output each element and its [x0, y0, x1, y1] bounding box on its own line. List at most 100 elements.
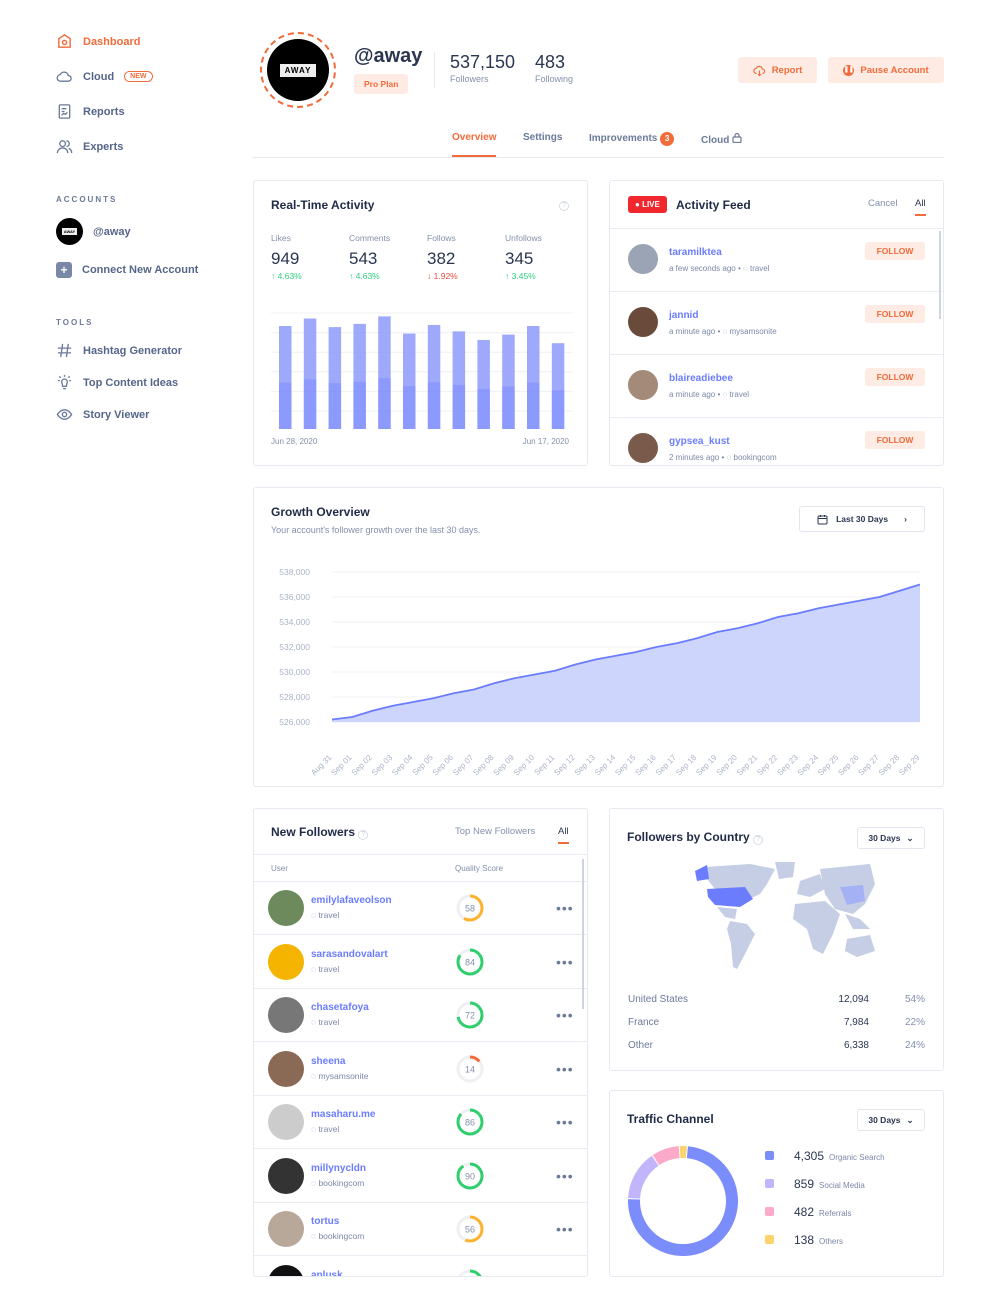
country-percent: 54%	[904, 994, 925, 1005]
svg-text:58: 58	[465, 904, 475, 914]
avatar[interactable]	[268, 1050, 304, 1087]
quality-score-ring: 86	[456, 1108, 484, 1136]
new-badge: NEW	[124, 71, 153, 82]
more-options-icon[interactable]: •••	[556, 900, 574, 916]
date-range-button[interactable]: Last 30 Days ›	[799, 506, 925, 532]
legend-item: 138 Others	[765, 1233, 843, 1247]
feed-all-tab[interactable]: All	[915, 198, 926, 216]
more-options-icon[interactable]: •••	[556, 1007, 574, 1023]
eye-icon	[56, 409, 73, 420]
traffic-range-dropdown[interactable]: 30 Days ⌄	[857, 1109, 925, 1131]
donut-slice-others	[679, 1146, 687, 1159]
avatar[interactable]	[268, 943, 304, 980]
avatar[interactable]	[268, 1104, 304, 1140]
country-row: France 7,984 22%	[628, 1017, 925, 1031]
sidebar-item-cloud[interactable]: Cloud NEW	[56, 68, 153, 85]
sidebar-item-reports[interactable]: Reports	[56, 103, 125, 120]
follower-username[interactable]: sheena	[311, 1055, 346, 1067]
quality-score-ring: 58	[456, 894, 484, 922]
feed-meta: a minute ago • ◌ travel	[669, 390, 750, 399]
svg-text:90: 90	[465, 1171, 475, 1181]
tool-hashtag-generator[interactable]: Hashtag Generator	[56, 342, 182, 359]
tool-top-content-ideas[interactable]: Top Content Ideas	[56, 374, 178, 391]
follower-username[interactable]: masaharu.me	[311, 1109, 376, 1120]
tab-settings[interactable]: Settings	[523, 132, 563, 143]
follow-button[interactable]: FOLLOW	[865, 242, 925, 260]
avatar[interactable]	[628, 244, 658, 274]
more-options-icon[interactable]: •••	[556, 1275, 574, 1277]
activity-bar	[452, 331, 466, 429]
calendar-icon	[817, 514, 828, 524]
tool-story-viewer[interactable]: Story Viewer	[56, 406, 149, 423]
legend-item: 482 Referrals	[765, 1205, 851, 1219]
more-options-icon[interactable]: •••	[556, 1114, 574, 1130]
avatar[interactable]	[628, 307, 658, 337]
sidebar-item-dashboard[interactable]: Dashboard	[56, 33, 140, 50]
sidebar-item-label: Hashtag Generator	[83, 344, 183, 357]
sidebar-item-experts[interactable]: Experts	[56, 138, 123, 155]
follower-username[interactable]: emilylafaveolson	[311, 895, 392, 906]
more-options-icon[interactable]: •••	[556, 1167, 574, 1184]
country-percent: 24%	[904, 1040, 925, 1051]
follow-button[interactable]: FOLLOW	[865, 431, 925, 449]
avatar[interactable]	[268, 1211, 304, 1247]
tag-icon: ◌	[311, 910, 317, 920]
feed-cancel-tab[interactable]: Cancel	[868, 198, 898, 209]
help-icon[interactable]: ?	[559, 201, 569, 211]
feed-username[interactable]: jannid	[669, 310, 699, 321]
avatar[interactable]	[628, 370, 658, 400]
quality-score-ring: 14	[456, 1055, 484, 1082]
card-title: New Followers ?	[271, 825, 369, 840]
follower-username[interactable]: sarasandovalart	[311, 948, 388, 960]
more-options-icon[interactable]: •••	[556, 953, 574, 970]
users-icon	[56, 140, 73, 154]
x-tick-label: Sep 14	[593, 753, 618, 778]
tab-all[interactable]: All	[558, 826, 569, 844]
tab-cloud[interactable]: Cloud	[701, 132, 742, 146]
follow-button[interactable]: FOLLOW	[865, 305, 925, 323]
feed-username[interactable]: taramilktea	[669, 247, 722, 258]
account-away[interactable]: AWAY @away	[56, 218, 131, 245]
country-name: United States	[628, 994, 689, 1005]
activity-bar-segment	[452, 385, 466, 429]
x-tick-label: Sep 08	[471, 753, 496, 778]
x-tick-label: Sep 29	[897, 753, 922, 778]
connect-new-account[interactable]: + Connect New Account	[56, 262, 198, 278]
tag-icon: ◌	[722, 390, 728, 399]
avatar[interactable]	[268, 1264, 304, 1276]
feed-username[interactable]: blaireadiebee	[669, 373, 733, 384]
x-tick-label: Sep 23	[775, 753, 800, 778]
tag-icon: ◌	[311, 1070, 317, 1081]
follower-username[interactable]: millynycldn	[311, 1162, 367, 1174]
column-header-quality-score: Quality Score	[455, 864, 504, 873]
report-button[interactable]: Report	[738, 57, 817, 83]
feed-username[interactable]: gypsea_kust	[669, 436, 730, 447]
y-tick-label: 530,000	[279, 667, 310, 677]
more-options-icon[interactable]: •••	[556, 1221, 574, 1237]
follow-button[interactable]: FOLLOW	[865, 368, 925, 386]
chart-end-date: Jun 17, 2020	[522, 437, 569, 446]
follower-tag: ◌ travel	[311, 963, 340, 974]
quality-score-ring: 72	[456, 1001, 484, 1029]
account-logo: AWAY	[56, 218, 83, 245]
x-tick-label: Sep 20	[715, 753, 740, 778]
follower-username[interactable]: tortus	[311, 1216, 340, 1227]
avatar[interactable]	[628, 433, 658, 463]
followers-table: emilylafaveolson ◌ travel 58 ••• sarasan…	[254, 882, 587, 1277]
country-range-dropdown[interactable]: 30 Days ⌄	[857, 827, 925, 849]
tab-top-new-followers[interactable]: Top New Followers	[455, 826, 536, 837]
pause-account-button[interactable]: ❚❚ Pause Account	[828, 57, 944, 83]
feed-scrollbar[interactable]	[939, 231, 941, 319]
avatar[interactable]	[268, 1157, 304, 1194]
avatar[interactable]	[268, 997, 304, 1033]
tab-overview[interactable]: Overview	[452, 132, 497, 157]
country-row: Other 6,338 24%	[628, 1040, 925, 1054]
follower-username[interactable]: aplusk	[311, 1269, 343, 1277]
follower-username[interactable]: chasetafoya	[311, 1002, 369, 1013]
activity-feed-card: ● LIVE Activity Feed Cancel All taramilk…	[609, 180, 944, 466]
avatar[interactable]	[268, 890, 304, 926]
tab-improvements[interactable]: Improvements 3	[589, 132, 675, 146]
table-scrollbar[interactable]	[582, 859, 584, 1009]
sidebar-item-label: Cloud	[83, 70, 115, 83]
more-options-icon[interactable]: •••	[556, 1060, 574, 1077]
